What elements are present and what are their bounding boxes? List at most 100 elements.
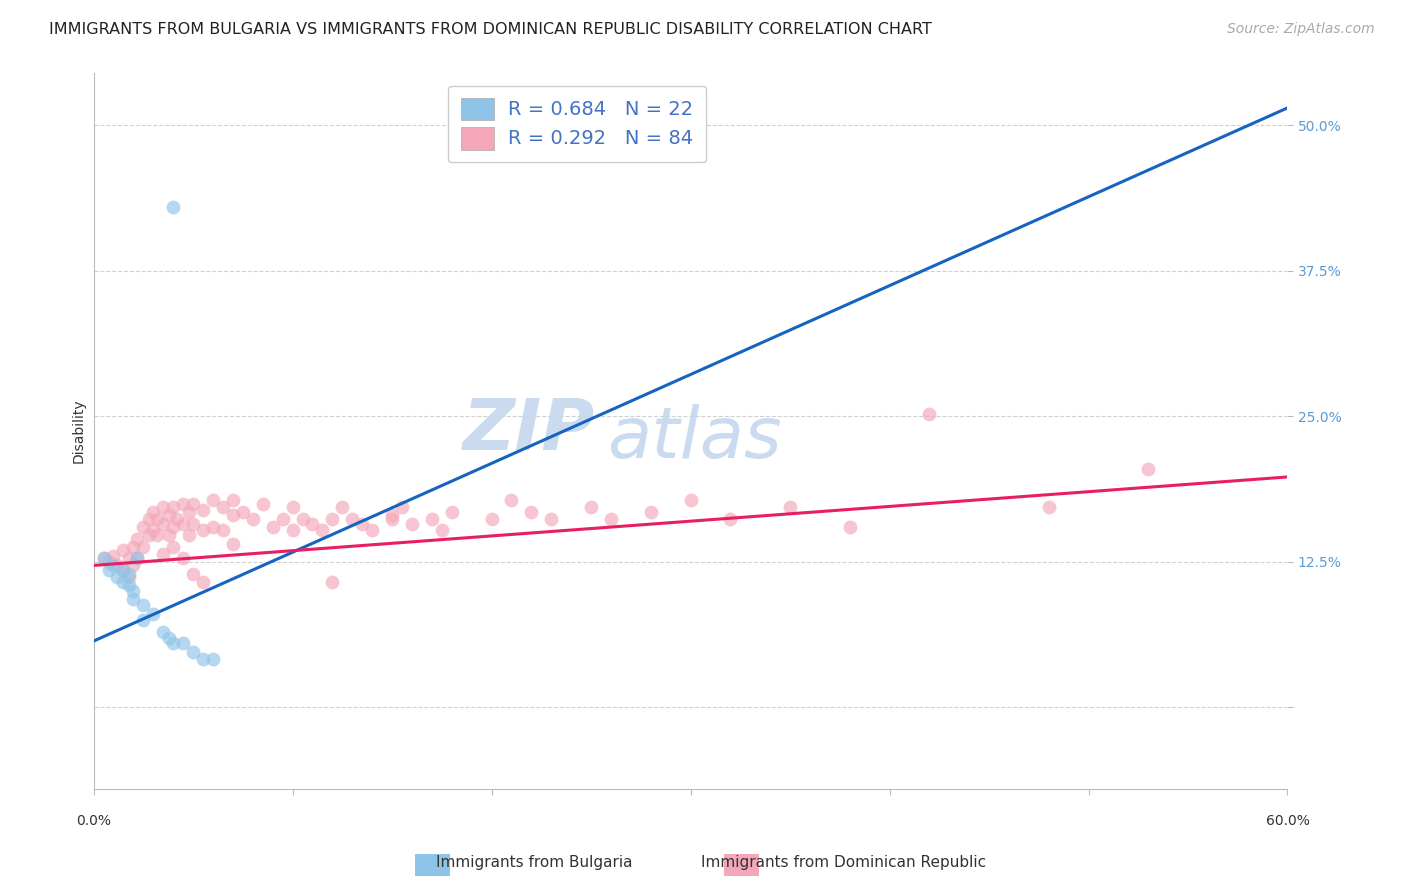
Point — [540, 512, 562, 526]
Text: Immigrants from Bulgaria: Immigrants from Bulgaria — [436, 855, 633, 870]
Point — [291, 512, 314, 526]
Text: 0.0%: 0.0% — [76, 814, 111, 828]
Text: IMMIGRANTS FROM BULGARIA VS IMMIGRANTS FROM DOMINICAN REPUBLIC DISABILITY CORREL: IMMIGRANTS FROM BULGARIA VS IMMIGRANTS F… — [49, 22, 932, 37]
Text: Immigrants from Dominican Republic: Immigrants from Dominican Republic — [702, 855, 986, 870]
Point — [132, 598, 155, 612]
Point — [281, 500, 304, 515]
Point — [222, 537, 245, 551]
Point — [718, 512, 741, 526]
Legend: R = 0.684   N = 22, R = 0.292   N = 84: R = 0.684 N = 22, R = 0.292 N = 84 — [449, 86, 706, 162]
Point — [222, 508, 245, 523]
Point — [93, 551, 115, 566]
Point — [201, 520, 224, 534]
Point — [191, 651, 214, 665]
Point — [132, 540, 155, 554]
Point — [177, 505, 200, 519]
Point — [162, 636, 184, 650]
Point — [440, 505, 463, 519]
Point — [191, 524, 214, 538]
Point — [262, 520, 284, 534]
Point — [330, 500, 353, 515]
Point — [172, 551, 194, 566]
Point — [122, 558, 145, 573]
Point — [112, 543, 135, 558]
Point — [132, 520, 155, 534]
Point — [152, 624, 174, 639]
Point — [342, 512, 364, 526]
Point — [118, 570, 141, 584]
Point — [1038, 500, 1060, 515]
Point — [181, 644, 204, 658]
Point — [138, 512, 160, 526]
Text: atlas: atlas — [607, 403, 782, 473]
Point — [122, 592, 145, 607]
Point — [222, 493, 245, 508]
Point — [381, 508, 404, 523]
Point — [142, 607, 165, 622]
Point — [191, 502, 214, 516]
Point — [162, 520, 184, 534]
Point — [301, 516, 323, 531]
Point — [118, 551, 141, 566]
Point — [191, 574, 214, 589]
Point — [271, 512, 294, 526]
Point — [127, 551, 149, 566]
Point — [166, 512, 188, 526]
Point — [132, 613, 155, 627]
Point — [281, 524, 304, 538]
Point — [201, 651, 224, 665]
Point — [252, 497, 274, 511]
Point — [172, 497, 194, 511]
Point — [122, 584, 145, 599]
Point — [520, 505, 543, 519]
Point — [201, 493, 224, 508]
Point — [181, 497, 204, 511]
Point — [103, 549, 125, 563]
Point — [352, 516, 374, 531]
Point — [172, 516, 194, 531]
Point — [127, 551, 149, 566]
Point — [152, 516, 174, 531]
Point — [1137, 462, 1160, 476]
Point — [146, 528, 169, 542]
Point — [146, 512, 169, 526]
Point — [242, 512, 264, 526]
Point — [232, 505, 254, 519]
Point — [212, 524, 235, 538]
Point — [107, 558, 129, 573]
Point — [501, 493, 523, 508]
Point — [321, 574, 343, 589]
Point — [679, 493, 702, 508]
Point — [157, 508, 180, 523]
Point — [481, 512, 503, 526]
Point — [311, 524, 333, 538]
Point — [401, 516, 423, 531]
Text: ZIP: ZIP — [463, 396, 595, 466]
Point — [112, 574, 135, 589]
Point — [118, 566, 141, 581]
Point — [579, 500, 602, 515]
Point — [162, 540, 184, 554]
Point — [138, 528, 160, 542]
Point — [152, 547, 174, 561]
Point — [98, 555, 121, 569]
Text: Source: ZipAtlas.com: Source: ZipAtlas.com — [1227, 22, 1375, 37]
Point — [142, 524, 165, 538]
Point — [212, 500, 235, 515]
Point — [361, 524, 384, 538]
Point — [381, 512, 404, 526]
Point — [122, 540, 145, 554]
Point — [118, 578, 141, 592]
Point — [152, 500, 174, 515]
Point — [157, 528, 180, 542]
Point — [142, 505, 165, 519]
Point — [430, 524, 453, 538]
Point — [162, 500, 184, 515]
Point — [779, 500, 801, 515]
Y-axis label: Disability: Disability — [72, 399, 86, 463]
Text: 60.0%: 60.0% — [1265, 814, 1309, 828]
Point — [321, 512, 343, 526]
Point — [112, 563, 135, 577]
Point — [172, 636, 194, 650]
Point — [420, 512, 443, 526]
